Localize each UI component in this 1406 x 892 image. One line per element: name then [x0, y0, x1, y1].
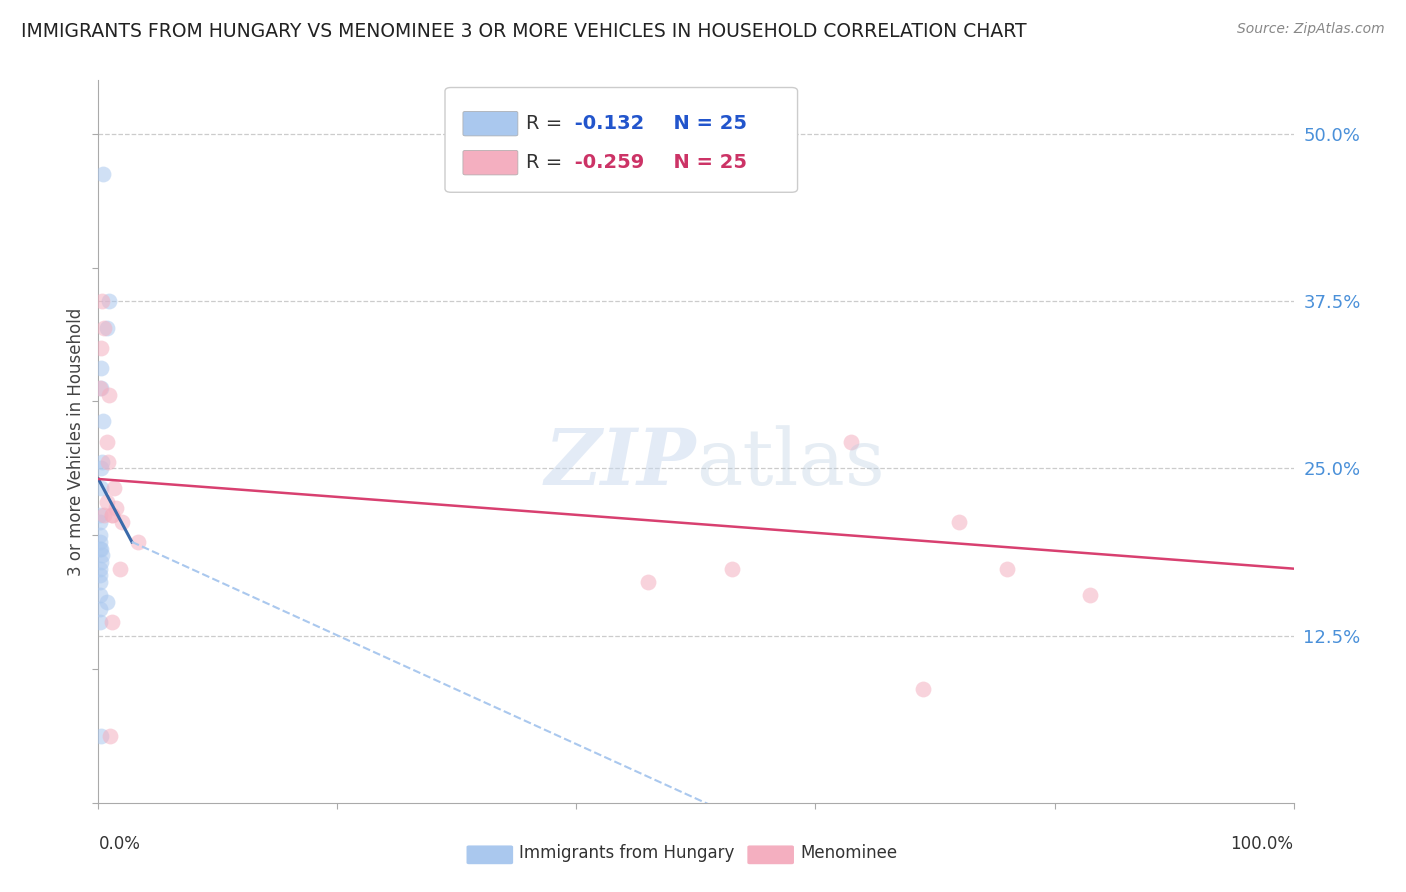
FancyBboxPatch shape [467, 846, 513, 864]
Point [89, 541, 111, 556]
Text: R =: R = [526, 153, 569, 172]
Point [90, 381, 112, 395]
Point [90, 541, 112, 556]
Text: ZIP: ZIP [544, 425, 696, 501]
Text: -0.132: -0.132 [568, 114, 644, 133]
Text: 0.0%: 0.0% [98, 835, 141, 854]
Point [911, 681, 934, 696]
Point [97, 455, 120, 469]
Point [89, 508, 111, 523]
Point [96, 434, 118, 449]
Text: N = 25: N = 25 [661, 114, 747, 133]
Point [89, 615, 111, 630]
Point [89, 381, 111, 395]
Text: -0.259: -0.259 [568, 153, 644, 172]
FancyBboxPatch shape [748, 846, 794, 864]
Text: 100.0%: 100.0% [1230, 835, 1294, 854]
Point [91, 294, 114, 309]
Point [90, 461, 112, 475]
Text: N = 25: N = 25 [661, 153, 747, 172]
Text: Immigrants from Hungary: Immigrants from Hungary [519, 845, 734, 863]
Point [96, 595, 118, 609]
Text: IMMIGRANTS FROM HUNGARY VS MENOMINEE 3 OR MORE VEHICLES IN HOUSEHOLD CORRELATION: IMMIGRANTS FROM HUNGARY VS MENOMINEE 3 O… [21, 22, 1026, 41]
Point [100, 508, 122, 523]
Y-axis label: 3 or more Vehicles in Household: 3 or more Vehicles in Household [66, 308, 84, 575]
Point [1080, 589, 1102, 603]
Point [108, 562, 131, 576]
Point [91, 455, 114, 469]
Point [89, 602, 111, 616]
FancyBboxPatch shape [446, 87, 797, 193]
Point [111, 515, 134, 529]
Point [90, 729, 112, 743]
Point [96, 494, 118, 508]
Point [90, 341, 112, 355]
Point [91, 167, 114, 181]
Point [89, 568, 111, 582]
Point [89, 589, 111, 603]
Point [100, 508, 122, 523]
Point [721, 562, 744, 576]
Text: R =: R = [526, 114, 569, 133]
Text: atlas: atlas [696, 425, 884, 501]
Text: Source: ZipAtlas.com: Source: ZipAtlas.com [1237, 22, 1385, 37]
Point [90, 361, 112, 376]
Point [841, 434, 863, 449]
Point [637, 575, 659, 590]
Point [89, 562, 111, 576]
Point [93, 508, 115, 523]
Point [89, 528, 111, 542]
Point [98, 387, 121, 401]
Point [127, 534, 149, 549]
Point [91, 548, 114, 563]
Point [89, 534, 111, 549]
Point [89, 515, 111, 529]
Point [89, 575, 111, 590]
Point [91, 414, 114, 429]
FancyBboxPatch shape [463, 112, 517, 136]
Point [90, 482, 112, 496]
Text: Menominee: Menominee [800, 845, 897, 863]
Point [98, 294, 121, 309]
Point [948, 515, 970, 529]
Point [103, 482, 125, 496]
Point [100, 615, 122, 630]
Point [105, 501, 128, 516]
Point [93, 321, 115, 335]
Point [96, 321, 118, 335]
Point [90, 555, 112, 569]
FancyBboxPatch shape [463, 151, 517, 175]
Point [98, 729, 122, 743]
Point [995, 562, 1018, 576]
